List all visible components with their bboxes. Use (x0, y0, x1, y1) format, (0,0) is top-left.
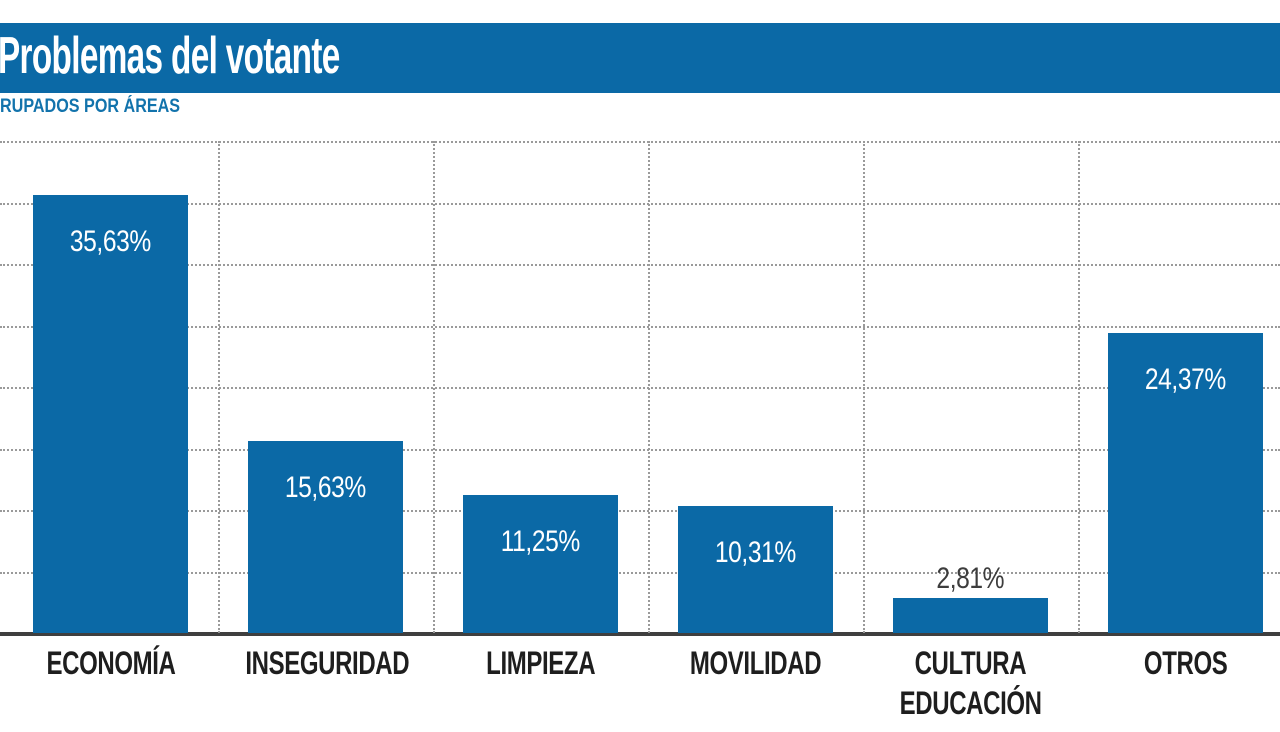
column-inseguridad: 15,63% (218, 141, 433, 633)
plot-area: 35,63% 15,63% 11,25% 10,31% 2,81% 24,37% (0, 141, 1280, 636)
subtitle-row: RUPADOS POR ÁREAS (0, 96, 1280, 117)
bar-limpieza: 11,25% (463, 494, 618, 633)
category-line: LIMPIEZA (485, 645, 595, 681)
gridline-v-4 (863, 141, 865, 633)
category-label-inseguridad: INSEGURIDAD (218, 643, 433, 683)
value-text-otros: 24,37% (1145, 363, 1226, 397)
gridline-h-10 (0, 510, 1280, 512)
chart-subtitle: RUPADOS POR ÁREAS (0, 96, 181, 117)
value-text-cultura-educacion: 2,81% (936, 562, 1005, 596)
category-line: MOVILIDAD (689, 645, 822, 681)
category-label-otros: OTROS (1078, 643, 1280, 683)
category-line: CULTURA (914, 645, 1027, 681)
value-text-movilidad: 10,31% (715, 536, 796, 570)
gridline-h-30 (0, 264, 1280, 266)
gridline-h-5 (0, 571, 1280, 574)
bar-otros: 24,37% (1108, 333, 1263, 633)
value-text-economia: 35,63% (70, 224, 151, 258)
gridline-h-40 (0, 141, 1280, 143)
column-movilidad: 10,31% (648, 141, 863, 633)
category-label-economia: ECONOMÍA (3, 643, 218, 683)
category-line: OTROS (1143, 645, 1228, 681)
value-label-inseguridad: 15,63% (248, 471, 403, 505)
category-line: EDUCACIÓN (899, 685, 1042, 721)
bar-economia: 35,63% (33, 194, 188, 633)
category-label-limpieza: LIMPIEZA (433, 643, 648, 683)
page-title: Problemas del votante (0, 27, 340, 85)
gridline-v-3 (648, 141, 650, 633)
gridline-h-35 (0, 202, 1280, 205)
category-line: INSEGURIDAD (245, 645, 410, 681)
gridline-v-5 (1078, 141, 1080, 633)
category-labels-row: ECONOMÍA INSEGURIDAD LIMPIEZA MOVILIDAD CULT… (0, 643, 1280, 732)
bar-cultura-educacion (893, 598, 1048, 633)
column-otros: 24,37% (1078, 141, 1280, 633)
value-text-limpieza: 11,25% (500, 524, 581, 558)
column-cultura-educacion: 2,81% (863, 141, 1078, 633)
category-line: ECONOMÍA (46, 645, 175, 681)
column-limpieza: 11,25% (433, 141, 648, 633)
column-economia: 35,63% (3, 141, 218, 633)
title-bar: Problemas del votante (0, 23, 1280, 93)
gridline-v-1 (218, 141, 220, 633)
gridline-v-2 (433, 141, 435, 633)
category-label-cultura-educacion: CULTURA EDUCACIÓN (863, 643, 1078, 723)
category-label-movilidad: MOVILIDAD (648, 643, 863, 683)
x-axis-line (0, 632, 1280, 636)
value-label-movilidad: 10,31% (678, 536, 833, 570)
value-label-limpieza: 11,25% (463, 525, 618, 559)
gridline-h-25 (0, 325, 1280, 328)
gridline-h-20 (0, 387, 1280, 389)
value-text-inseguridad: 15,63% (285, 470, 366, 504)
gridline-h-15 (0, 448, 1280, 451)
bar-inseguridad: 15,63% (248, 440, 403, 633)
value-label-cultura-educacion: 2,81% (893, 562, 1048, 596)
bar-movilidad: 10,31% (678, 506, 833, 633)
value-label-economia: 35,63% (33, 225, 188, 259)
value-label-otros: 24,37% (1108, 363, 1263, 397)
